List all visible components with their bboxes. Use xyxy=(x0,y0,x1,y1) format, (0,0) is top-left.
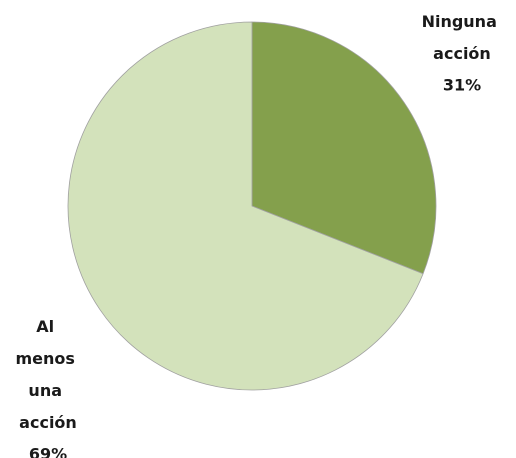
category-label: Ninguna acción xyxy=(422,12,503,63)
value-label: 31% xyxy=(443,76,481,95)
pie-slice xyxy=(251,21,437,275)
value-label: 69% xyxy=(29,445,67,458)
pie-slice xyxy=(67,21,424,391)
category-label: Al menos una acción xyxy=(16,317,81,432)
